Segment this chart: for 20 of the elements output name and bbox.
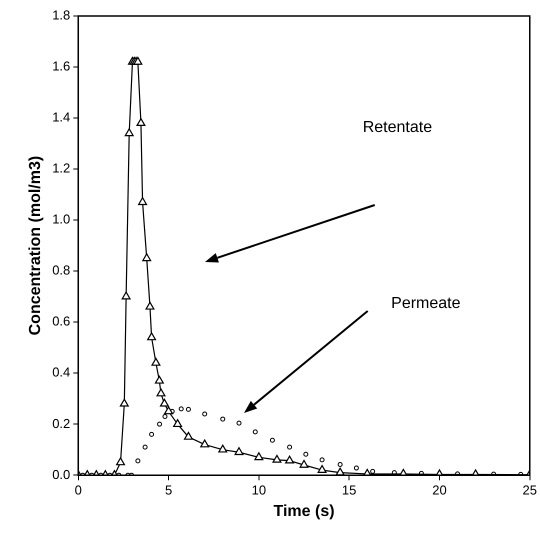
annotation: Retentate xyxy=(362,118,432,137)
y-tick-label: 1.4 xyxy=(52,110,70,125)
x-tick-label: 10 xyxy=(252,482,266,498)
y-tick-label: 0.8 xyxy=(52,262,70,278)
y-tick-label: 1.2 xyxy=(52,160,70,176)
y-tick-label: 0.4 xyxy=(52,364,70,380)
x-axis-title: Time (s) xyxy=(273,502,335,520)
y-tick-label: 1.6 xyxy=(52,58,70,74)
x-tick-label: 5 xyxy=(164,482,172,498)
y-tick-label: 0.2 xyxy=(52,416,70,431)
x-tick-label: 25 xyxy=(522,482,538,498)
y-tick-label: 0.6 xyxy=(52,314,70,329)
x-tick-label: 15 xyxy=(342,482,356,498)
y-axis-title: Concentration (mol/m3) xyxy=(27,156,44,336)
y-tick-label: 0.0 xyxy=(52,466,70,482)
x-tick-label: 20 xyxy=(432,482,447,498)
annotation: Permeate xyxy=(391,294,461,313)
y-tick-label: 1.0 xyxy=(52,212,70,227)
y-tick-label: 1.8 xyxy=(52,8,70,23)
x-tick-label: 0 xyxy=(74,482,82,498)
